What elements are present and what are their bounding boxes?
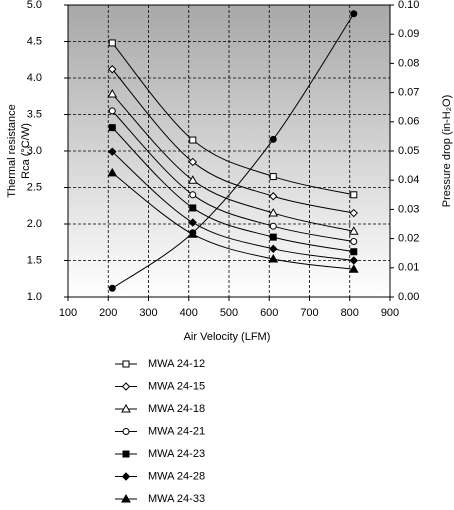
marker (350, 248, 358, 256)
legend-marker (122, 360, 130, 368)
series-line (111, 42, 354, 196)
y2-tick-label: 0.03 (398, 203, 419, 215)
marker (108, 65, 117, 74)
y-tick-label: 1.5 (27, 254, 42, 266)
y2-tick-label: 0.09 (398, 28, 419, 40)
marker (269, 244, 278, 254)
marker (269, 222, 277, 230)
marker (269, 192, 278, 201)
marker (188, 218, 197, 227)
y-tick-label: 2.5 (27, 181, 42, 193)
x-tick-label: 800 (341, 307, 359, 319)
marker (269, 135, 277, 143)
legend-marker (121, 382, 131, 391)
marker (349, 256, 358, 265)
marker (348, 226, 359, 235)
marker (187, 175, 198, 184)
x-tick-label: 200 (99, 307, 117, 319)
marker (269, 173, 277, 181)
legend-marker (122, 428, 130, 435)
series-line (111, 127, 354, 253)
marker (189, 204, 197, 212)
legend-label: MWA 24-28 (148, 470, 205, 482)
legend-label: MWA 24-18 (148, 403, 205, 415)
y-tick-label: 4.5 (27, 35, 42, 47)
series-line (111, 172, 354, 270)
series-line (111, 110, 354, 243)
y2-tick-label: 0.08 (398, 57, 419, 69)
legend-label: MWA 24-12 (148, 358, 205, 370)
legend-label: MWA 24-15 (148, 380, 205, 392)
legend-marker (122, 450, 130, 458)
legend-marker (121, 472, 131, 481)
y2-tick-label: 0.04 (398, 174, 419, 186)
legend-label: MWA 24-21 (148, 425, 205, 437)
x-tick-label: 900 (381, 307, 399, 319)
y-axis-label: Rca (°C/W) (20, 123, 32, 179)
marker (349, 208, 358, 218)
x-tick-label: 300 (139, 307, 157, 319)
y2-axis-label: Pressure drop (in-H₂O) (441, 95, 453, 207)
x-tick-label: 700 (300, 307, 318, 319)
series-line (111, 13, 355, 289)
x-axis-label: Air Velocity (LFM) (184, 331, 271, 343)
y2-tick-label: 0.07 (398, 87, 419, 99)
y-tick-label: 3.5 (27, 108, 42, 120)
x-tick-label: 500 (220, 307, 238, 319)
series-line (111, 151, 354, 261)
marker (268, 208, 279, 217)
marker (108, 284, 116, 292)
marker (269, 233, 277, 241)
marker (350, 191, 358, 199)
marker (108, 124, 116, 132)
series-line (111, 68, 354, 214)
y-tick-label: 2.0 (27, 218, 42, 230)
marker (189, 136, 197, 144)
marker (189, 191, 197, 199)
marker (107, 89, 118, 98)
legend-marker (121, 493, 131, 503)
legend-label: MWA 24-23 (148, 448, 205, 460)
x-tick-label: 600 (260, 307, 278, 319)
x-tick-label: 400 (180, 307, 198, 319)
marker (350, 10, 358, 18)
series-line (111, 93, 354, 232)
y2-tick-label: 0.01 (398, 262, 419, 274)
marker (348, 264, 359, 273)
y-tick-label: 3.0 (27, 145, 42, 157)
legend-label: MWA 24-33 (148, 493, 205, 505)
marker (350, 238, 358, 246)
marker (189, 229, 197, 237)
x-tick-label: 100 (59, 307, 77, 319)
y2-tick-label: 0.05 (398, 145, 419, 157)
marker (108, 147, 117, 156)
y2-tick-label: 0.10 (398, 0, 419, 11)
y-axis-label: Thermal resistance (6, 104, 18, 198)
y-tick-label: 1.0 (27, 291, 42, 303)
y2-tick-label: 0.00 (398, 291, 419, 303)
y-tick-label: 5.0 (27, 0, 42, 11)
legend-marker (121, 403, 131, 413)
marker (268, 254, 279, 263)
marker (108, 107, 116, 115)
y2-tick-label: 0.06 (398, 116, 419, 128)
y2-tick-label: 0.02 (398, 233, 419, 245)
marker (107, 167, 118, 177)
marker (108, 39, 116, 47)
y-tick-label: 4.0 (27, 72, 42, 84)
marker (188, 157, 197, 167)
